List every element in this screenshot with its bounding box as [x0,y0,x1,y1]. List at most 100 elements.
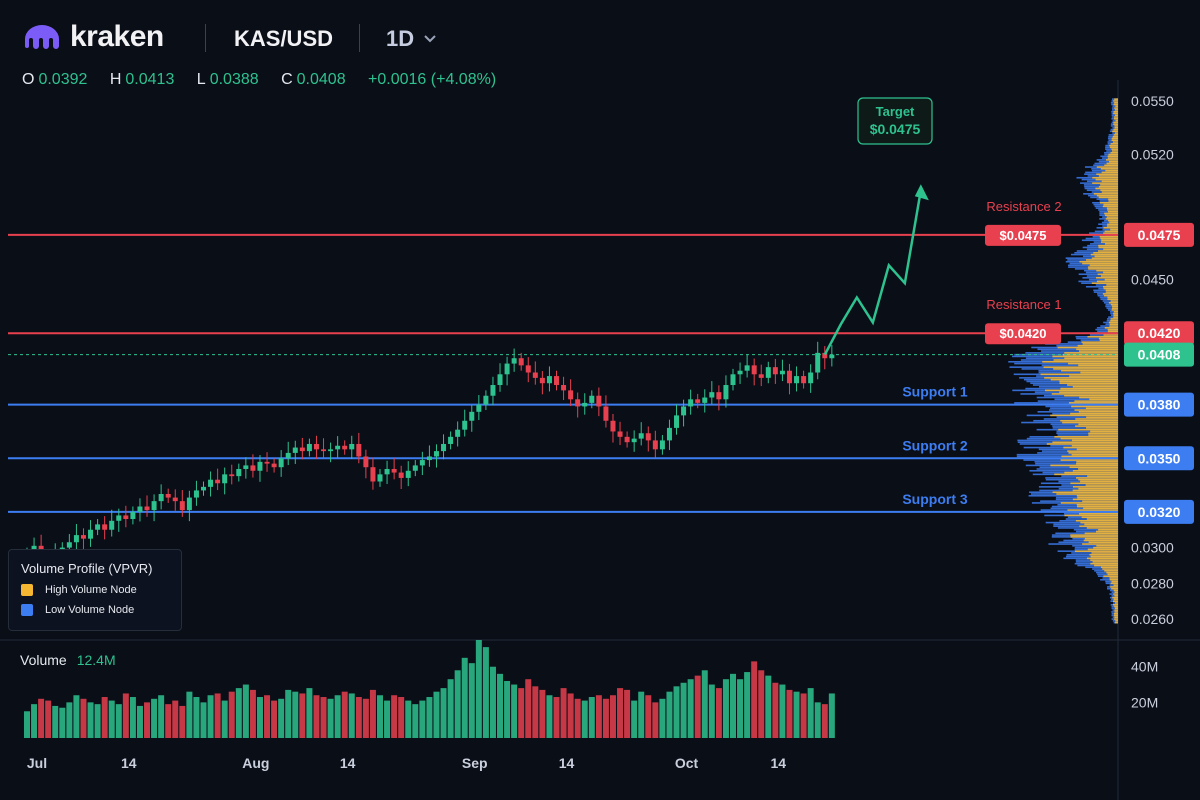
candle-body[interactable] [299,447,305,452]
candle-body[interactable] [448,436,454,444]
candle-body[interactable] [257,461,263,471]
candle-body[interactable] [723,385,729,400]
symbol-label[interactable]: KAS/USD [234,26,334,51]
candle-body[interactable] [405,470,411,478]
timeframe-selector[interactable]: 1D [386,26,436,52]
candle-body[interactable] [681,406,687,416]
candle-body[interactable] [377,474,383,482]
candle-body[interactable] [102,524,108,530]
candle-body[interactable] [123,515,129,520]
candle-body[interactable] [391,468,397,473]
candle-body[interactable] [546,376,552,384]
candle-body[interactable] [412,465,418,471]
candle-body[interactable] [815,352,821,373]
candle-body[interactable] [511,358,517,364]
candle-body[interactable] [306,443,312,452]
candle-body[interactable] [801,376,807,384]
candle-body[interactable] [80,535,86,539]
candle-body[interactable] [116,515,122,521]
candle-body[interactable] [737,370,743,375]
candle-body[interactable] [455,429,461,437]
candle-body[interactable] [539,377,545,384]
candle-body[interactable] [433,451,439,457]
candle-body[interactable] [772,367,778,375]
candle-body[interactable] [462,420,468,430]
candle-body[interactable] [589,395,595,403]
candle-body[interactable] [264,461,270,464]
candle-body[interactable] [335,445,341,450]
candle-body[interactable] [243,465,249,469]
candle-body[interactable] [328,449,334,452]
kraken-logo[interactable]: kraken [22,20,164,54]
candle-body[interactable] [285,452,291,459]
candle-body[interactable] [822,352,828,359]
candle-body[interactable] [794,376,800,384]
candle-body[interactable] [730,374,736,386]
candle-body[interactable] [186,497,192,511]
candle-body[interactable] [490,385,496,396]
candle-body[interactable] [575,399,581,407]
candle-body[interactable] [497,374,503,386]
candle-body[interactable] [483,395,489,405]
candle-body[interactable] [95,524,101,530]
candle-body[interactable] [321,449,327,452]
candle-body[interactable] [236,468,242,477]
candle-body[interactable] [716,392,722,400]
candle-body[interactable] [532,372,538,378]
candle-body[interactable] [144,506,150,511]
candle-body[interactable] [476,404,482,412]
candle-body[interactable] [66,542,72,548]
candle-body[interactable] [695,399,701,403]
candle-body[interactable] [88,529,94,539]
candle-body[interactable] [384,468,390,475]
candle-body[interactable] [596,395,602,407]
candle-body[interactable] [441,443,447,452]
candle-body[interactable] [208,479,214,487]
candle-body[interactable] [709,392,715,398]
candle-body[interactable] [702,397,708,403]
candle-body[interactable] [370,467,376,482]
candle-body[interactable] [215,479,221,484]
candle-body[interactable] [292,447,298,453]
candle-body[interactable] [779,370,785,375]
candle-body[interactable] [554,376,559,386]
candle-body[interactable] [398,472,404,478]
candle-body[interactable] [610,420,616,432]
candle-body[interactable] [222,474,228,484]
candle-body[interactable] [172,497,178,502]
candle-body[interactable] [151,501,157,511]
candle-body[interactable] [469,411,475,421]
candle-body[interactable] [751,365,757,375]
candle-body[interactable] [808,372,814,384]
candle-body[interactable] [829,354,835,359]
candle-body[interactable] [561,385,567,391]
candle-body[interactable] [568,390,574,400]
candle-body[interactable] [109,520,115,530]
candle-body[interactable] [356,443,362,457]
candle-body[interactable] [250,465,256,471]
candle-body[interactable] [525,365,531,373]
candle-body[interactable] [688,399,694,407]
candle-body[interactable] [666,427,672,441]
candle-body[interactable] [363,456,369,468]
candle-body[interactable] [786,370,792,384]
candle-body[interactable] [201,486,206,491]
candle-body[interactable] [652,440,658,450]
candle-body[interactable] [158,494,164,502]
candle-body[interactable] [603,406,609,421]
candle-body[interactable] [758,374,764,378]
candle-body[interactable] [744,365,750,371]
candle-body[interactable] [349,443,355,450]
candle-body[interactable] [518,358,524,366]
candle-body[interactable] [271,463,277,468]
candle-body[interactable] [419,460,425,466]
candle-body[interactable] [638,433,644,439]
candle-body[interactable] [179,501,185,511]
candle-body[interactable] [765,367,771,378]
candle-body[interactable] [130,511,136,520]
candle-body[interactable] [617,431,623,437]
candle-body[interactable] [631,438,637,443]
candle-body[interactable] [659,440,665,450]
candle-body[interactable] [504,363,510,375]
